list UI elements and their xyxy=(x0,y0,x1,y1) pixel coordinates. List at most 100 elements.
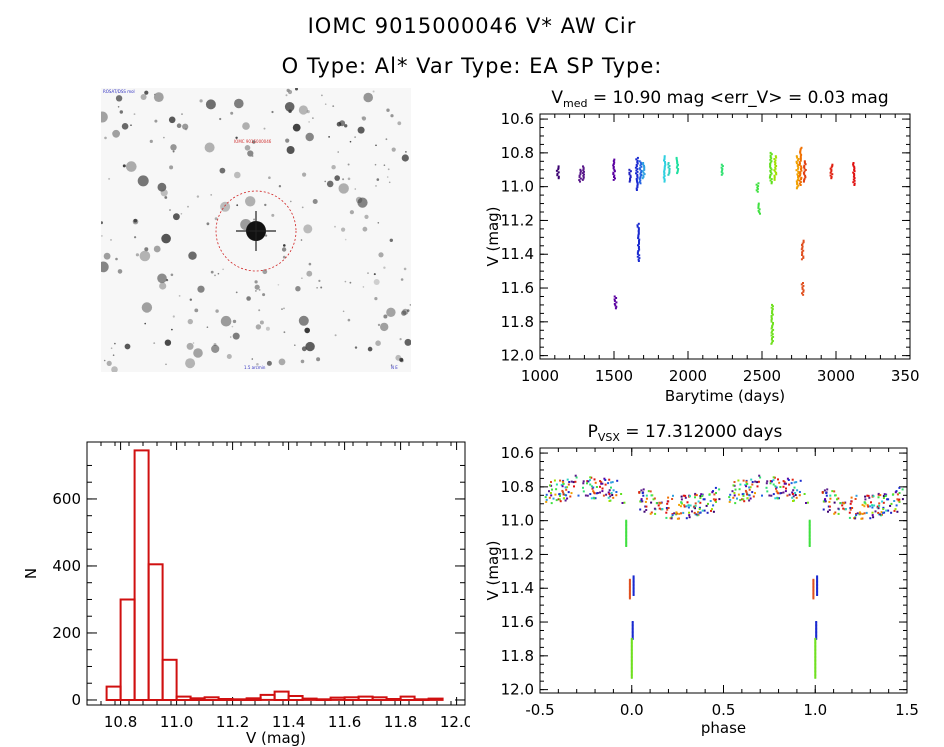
phased-point xyxy=(695,513,698,516)
lightcurve-point xyxy=(668,170,671,173)
phased-point xyxy=(866,494,869,497)
phased-point xyxy=(744,483,747,486)
phased-point xyxy=(643,510,646,513)
lightcurve-point xyxy=(634,166,637,169)
lightcurve-point xyxy=(636,182,639,185)
phased-point xyxy=(671,513,674,516)
lightcurve-point xyxy=(801,242,804,245)
phased-point xyxy=(666,508,669,511)
phased-eclipse-point xyxy=(815,628,818,631)
lightcurve-point xyxy=(771,333,774,336)
histogram-bar xyxy=(203,696,220,701)
phased-eclipse-point xyxy=(632,584,635,586)
phased-point xyxy=(793,486,796,489)
field-star xyxy=(244,145,251,151)
lightcurve-point xyxy=(756,190,759,193)
phased-point xyxy=(698,508,701,510)
lightcurve-point xyxy=(829,174,832,177)
phased-point xyxy=(732,484,735,487)
phased-eclipse-point xyxy=(814,656,817,658)
phased-point xyxy=(684,496,687,499)
lightcurve-point xyxy=(628,180,631,183)
histogram-xtick-label: 12.0 xyxy=(440,713,470,731)
sky-caption-top-left: ROSAT/DSS mol xyxy=(103,89,135,94)
field-star xyxy=(206,326,209,328)
lightcurve-point xyxy=(799,162,801,165)
phased-point xyxy=(593,478,596,481)
phased-point xyxy=(623,501,626,504)
lightcurve-point xyxy=(797,170,800,173)
lightcurve-point xyxy=(639,164,642,167)
lightcurve-point xyxy=(583,170,585,173)
phased-point xyxy=(607,482,610,485)
field-star xyxy=(196,195,200,198)
phased-point xyxy=(680,495,683,498)
phased-eclipse-point xyxy=(631,621,634,623)
lightcurve-point xyxy=(769,161,772,164)
field-star xyxy=(172,150,175,153)
lightcurve-point xyxy=(628,173,631,176)
phased-point xyxy=(642,494,645,497)
phased-eclipse-point xyxy=(815,621,818,623)
field-star xyxy=(171,328,173,331)
phased-point xyxy=(877,511,880,514)
phased-point xyxy=(837,507,840,510)
phased-eclipse-point xyxy=(630,668,633,671)
phased-point xyxy=(895,490,898,493)
phased-eclipse-point xyxy=(630,675,633,678)
phased-point xyxy=(773,476,776,479)
phased-point xyxy=(586,482,588,485)
phased-point xyxy=(836,498,838,501)
histogram-bar xyxy=(273,690,290,702)
phased-point xyxy=(787,479,790,481)
field-star xyxy=(364,214,369,219)
phased-point xyxy=(645,509,648,511)
lightcurve-point xyxy=(642,171,645,174)
phased-point xyxy=(590,497,593,500)
field-star xyxy=(391,147,396,152)
lightcurve-point xyxy=(795,180,798,183)
phased-point xyxy=(833,512,836,515)
lightcurve-point xyxy=(769,179,772,182)
field-star xyxy=(347,318,351,322)
phased-eclipse-point xyxy=(625,533,628,536)
phased-point xyxy=(850,500,853,503)
field-star xyxy=(373,273,376,276)
lightcurve-point xyxy=(643,173,646,176)
phased-eclipse-point xyxy=(631,633,634,636)
phased-point xyxy=(694,492,697,495)
phased-ytick-label: 11.8 xyxy=(501,647,534,665)
lightcurve-point xyxy=(774,162,777,165)
phased-eclipse-point xyxy=(808,538,811,540)
phased-point xyxy=(864,502,867,505)
lightcurve-point xyxy=(639,182,642,185)
phased-eclipse-point xyxy=(816,576,819,579)
phased-eclipse-point xyxy=(628,581,631,584)
lightcurve-point xyxy=(635,177,638,180)
lightcurve-point xyxy=(771,308,774,311)
phased-point xyxy=(592,486,595,489)
field-star xyxy=(110,347,113,350)
phased-point xyxy=(733,494,736,497)
lightcurve-point xyxy=(802,256,805,259)
lightcurve-point xyxy=(774,163,777,166)
histogram-xtick-label: 11.4 xyxy=(272,713,305,731)
lightcurve-point xyxy=(668,172,671,175)
phased-point xyxy=(761,494,763,497)
phased-point xyxy=(746,493,749,496)
field-star xyxy=(271,110,274,114)
lightcurve-point xyxy=(758,211,761,214)
phased-point xyxy=(567,491,570,494)
phased-eclipse-point xyxy=(630,653,633,656)
lightcurve-point xyxy=(639,175,642,178)
lightcurve-point xyxy=(758,208,761,211)
field-star xyxy=(234,171,241,179)
phased-point xyxy=(848,511,851,514)
field-star xyxy=(399,338,402,341)
phased-point xyxy=(596,492,599,494)
lightcurve-point xyxy=(557,171,560,174)
phased-point xyxy=(742,498,745,501)
field-star xyxy=(383,164,386,166)
field-star xyxy=(153,92,164,102)
phased-point xyxy=(689,495,691,498)
